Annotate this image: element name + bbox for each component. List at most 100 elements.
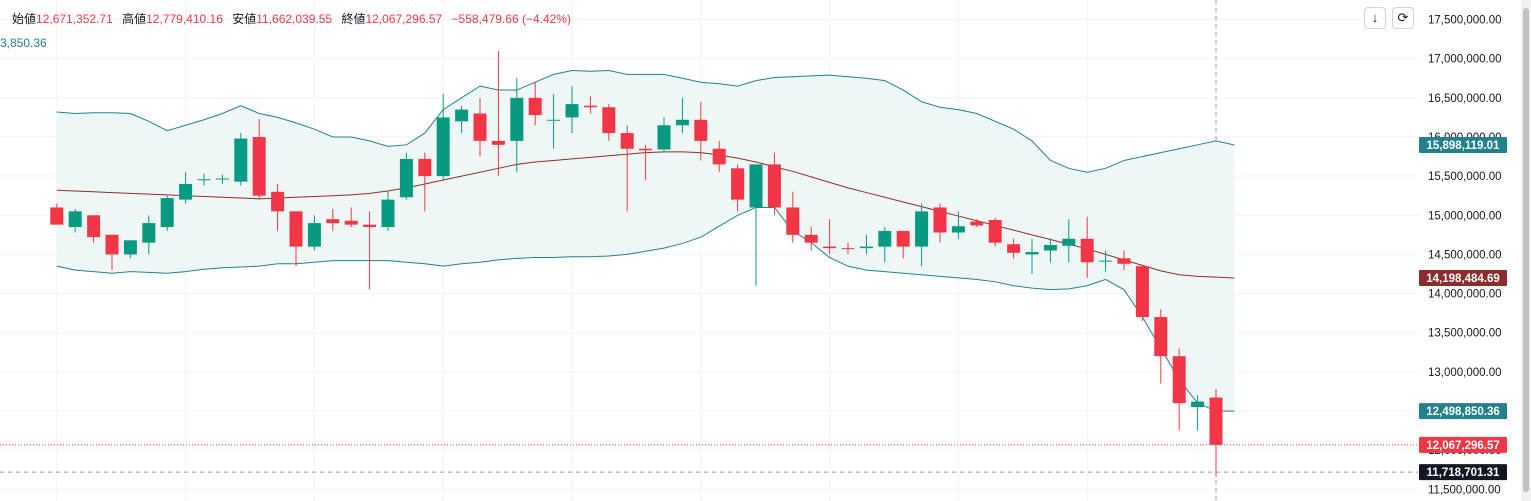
y-tick-label: 11,500,000.00 [1428, 484, 1501, 496]
candle-body [749, 164, 763, 208]
candle-body [179, 183, 193, 200]
band-fill [56, 70, 1235, 412]
candle [786, 191, 800, 243]
candle-body [915, 211, 929, 247]
candle [271, 183, 285, 231]
candle [142, 215, 156, 255]
candle [68, 209, 82, 233]
candle-body [804, 234, 818, 243]
candle-body [1025, 252, 1039, 255]
candle-body [289, 211, 303, 247]
price-tag [1419, 403, 1507, 420]
candle-body [731, 168, 745, 200]
candles [50, 50, 1223, 477]
candle-body [1135, 266, 1149, 318]
candle [915, 203, 929, 267]
candle [712, 140, 726, 173]
y-tick-label: 17,500,000.00 [1428, 15, 1502, 27]
candle-body [1154, 317, 1168, 357]
candle-body [712, 148, 726, 165]
candle-body [528, 97, 542, 116]
candle [841, 242, 855, 255]
open-label: 始値 [12, 12, 37, 26]
candle-body [1007, 244, 1021, 253]
candle-body [87, 215, 101, 238]
candle [473, 97, 487, 157]
candle-body [418, 158, 432, 177]
low-label: 安値 [232, 12, 257, 26]
candle [731, 164, 745, 212]
candle-body [123, 240, 137, 255]
candle [491, 50, 505, 177]
candle [1117, 250, 1131, 271]
candle-body [547, 119, 561, 121]
candle [1025, 238, 1039, 274]
candle [123, 240, 137, 259]
candle [767, 152, 781, 216]
candle-body [197, 179, 211, 181]
arrow-down-icon[interactable]: ↓ [1364, 7, 1386, 29]
candle-body [455, 109, 469, 122]
candle-body [583, 105, 597, 108]
reset-icon[interactable]: ⟳ [1392, 7, 1414, 29]
candle [344, 207, 358, 228]
candle [234, 133, 248, 186]
candle [307, 215, 321, 251]
candle-body [620, 133, 634, 149]
bollinger-legend-value: 3,850.36 [0, 36, 47, 50]
price-tag-label: 11,718,701.31 [1427, 467, 1501, 479]
candle-body [491, 140, 505, 145]
candle-body [1172, 356, 1186, 404]
y-tick-label: 14,000,000.00 [1428, 289, 1502, 301]
price-axis: 11,500,000.0012,000,000.0012,500,000.001… [1428, 15, 1502, 497]
candle-body [252, 136, 266, 196]
candle [675, 97, 689, 134]
price-tag-label: 15,898,119.01 [1427, 140, 1501, 152]
candle [565, 86, 579, 134]
candle [970, 219, 984, 228]
candle [1007, 238, 1021, 259]
candle [1191, 395, 1205, 431]
candle [326, 209, 340, 231]
candle-body [1062, 238, 1076, 246]
open-value: 12,671,352.71 [36, 12, 113, 26]
candle [1080, 216, 1094, 278]
high-value: 12,779,410.16 [146, 12, 223, 26]
candle-body [841, 248, 855, 250]
candle-body [510, 97, 524, 141]
price-tag [1419, 436, 1507, 453]
y-tick-label: 13,000,000.00 [1428, 367, 1502, 379]
candle-body [1099, 260, 1113, 262]
price-tag [1419, 270, 1507, 287]
price-tag-label: 12,067,296.57 [1426, 440, 1500, 452]
candle-body [1191, 401, 1205, 408]
candle-body [160, 198, 174, 228]
close-value: 12,067,296.57 [365, 12, 443, 26]
candle [988, 217, 1002, 247]
candle-body [878, 230, 892, 247]
candle [1062, 219, 1076, 263]
close-label: 終値 [341, 12, 366, 26]
price-tag [1419, 464, 1507, 481]
candle-body [344, 220, 358, 225]
candle-body [234, 138, 248, 182]
candle-body [271, 191, 285, 212]
candle-body [436, 117, 450, 177]
candle [105, 234, 119, 271]
candle-body [823, 246, 837, 249]
candle-body [933, 207, 947, 233]
candle [1043, 238, 1057, 263]
candle [823, 219, 837, 255]
candle [1099, 250, 1113, 272]
candle [252, 118, 266, 200]
scrollbar-thumb[interactable] [1523, 8, 1529, 492]
y-tick-label: 16,500,000.00 [1428, 93, 1502, 105]
candle-body [105, 234, 119, 255]
candle-body [50, 207, 64, 225]
candle [694, 101, 708, 161]
candle-body [602, 107, 616, 134]
candle [289, 211, 303, 267]
candle [455, 105, 469, 134]
candle-body [767, 164, 781, 208]
